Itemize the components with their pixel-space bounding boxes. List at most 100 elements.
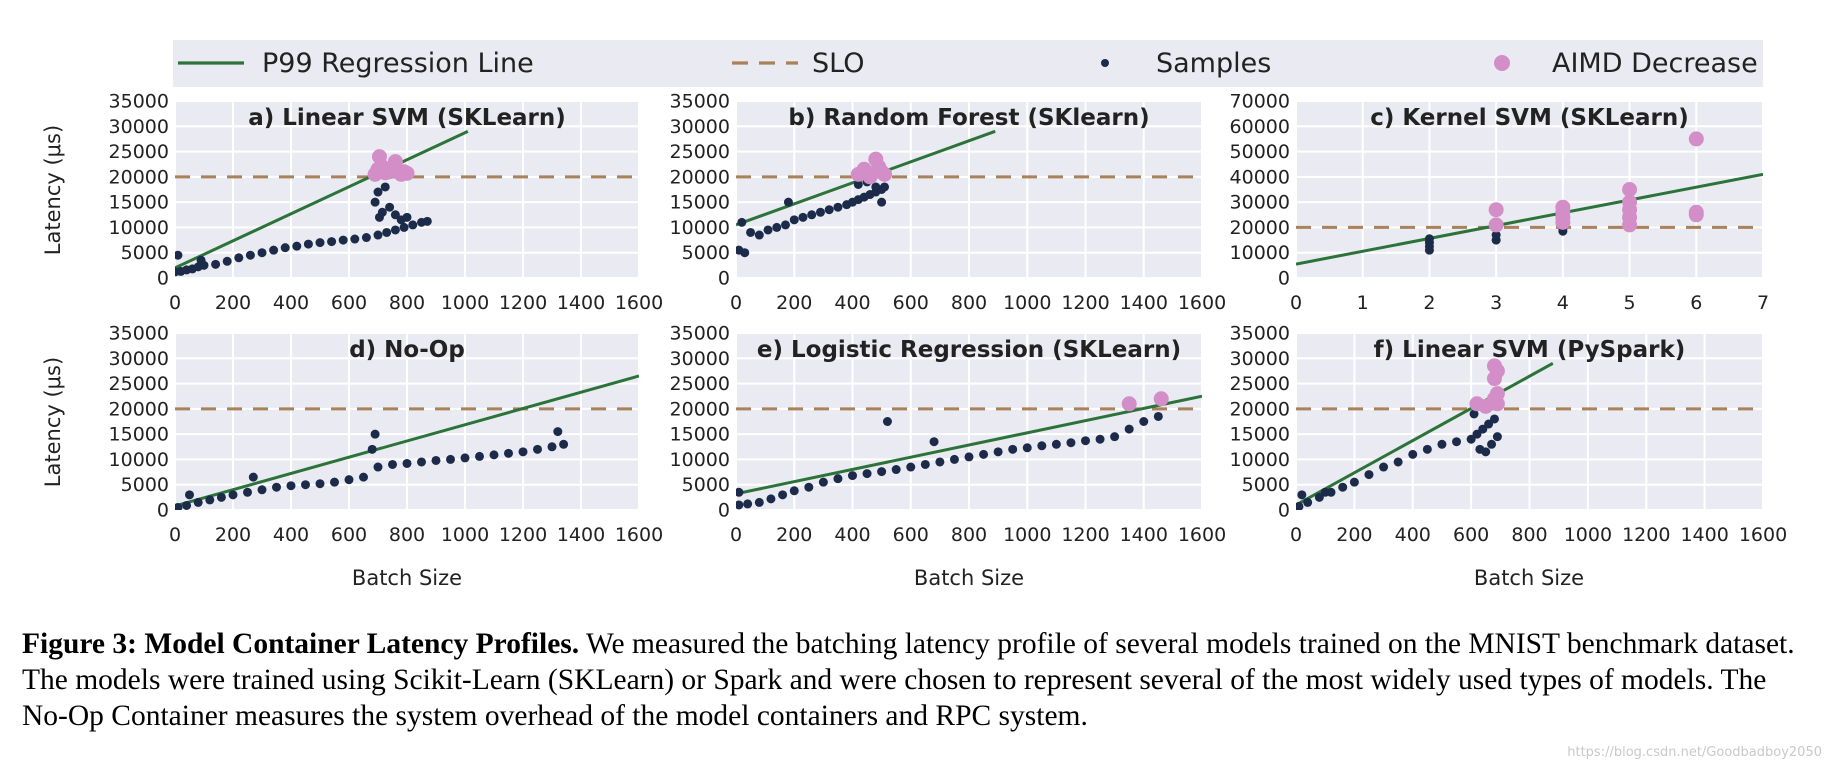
sample-point	[935, 457, 945, 467]
sample-point	[380, 182, 390, 192]
y-tick-label: 20000	[670, 398, 730, 420]
sample-point	[906, 462, 916, 472]
sample-point	[1296, 501, 1304, 510]
x-axis-label: Batch Size	[914, 566, 1024, 590]
sample-point	[1466, 434, 1476, 444]
sample-point	[1153, 411, 1163, 421]
sample-point	[763, 225, 773, 235]
y-axis-label: Latency (μs)	[41, 125, 65, 255]
sample-point	[303, 239, 313, 249]
y-tick-label: 20000	[109, 166, 169, 188]
x-tick-label: 1600	[615, 292, 663, 314]
panel-title: d) No-Op	[349, 337, 465, 363]
sample-point	[853, 179, 863, 189]
sample-point	[211, 259, 221, 269]
sample-point	[504, 448, 513, 458]
x-tick-label: 6	[1690, 292, 1702, 314]
sample-point	[877, 467, 887, 477]
legend-label: SLO	[812, 48, 864, 79]
x-tick-label: 1200	[499, 292, 547, 314]
sample-point	[388, 459, 397, 469]
sample-point	[949, 454, 959, 464]
y-tick-label: 25000	[109, 141, 169, 163]
x-tick-label: 1	[1357, 292, 1369, 314]
x-tick-label: 1400	[1120, 292, 1168, 314]
sample-point	[460, 453, 470, 463]
sample-point	[891, 465, 901, 475]
x-tick-label: 0	[1290, 524, 1302, 546]
x-tick-label: 200	[776, 524, 812, 546]
y-tick-label: 10000	[670, 449, 730, 471]
sample-point	[234, 253, 244, 263]
x-tick-label: 200	[776, 292, 812, 314]
x-tick-label: 1200	[499, 524, 547, 546]
sample-point	[216, 492, 226, 502]
x-tick-label: 800	[1511, 524, 1547, 546]
x-tick-label: 4	[1557, 292, 1569, 314]
sample-point	[1037, 441, 1047, 451]
sample-point	[292, 241, 302, 251]
sample-point	[848, 471, 857, 481]
figure-caption: Figure 3: Model Container Latency Profil…	[22, 626, 1812, 734]
x-tick-label: 1400	[557, 524, 605, 546]
y-tick-label: 35000	[1230, 323, 1290, 345]
figure: P99 Regression Line SLO Samples AIMD Decrea…	[41, 40, 1787, 590]
sample-point	[193, 497, 203, 507]
sample-point	[446, 454, 455, 464]
sample-point	[359, 472, 368, 482]
plot-marks	[736, 129, 1202, 258]
sample-point	[783, 197, 793, 207]
legend-marker-samples	[1101, 59, 1109, 67]
sample-point	[367, 444, 377, 454]
x-tick-label: 0	[730, 524, 742, 546]
y-tick-label: 25000	[670, 141, 730, 163]
sample-point	[182, 500, 192, 510]
sample-point	[286, 481, 296, 491]
x-axis-label: Batch Size	[352, 566, 462, 590]
regression-line	[736, 394, 1202, 496]
aimd-point	[1688, 131, 1704, 147]
y-tick-label: 10000	[670, 217, 730, 239]
panel-e: 0 200 400 600 800 1000 1200 1400 1600 0 5000 10000 1…	[670, 323, 1227, 547]
x-tick-label: 1000	[1003, 292, 1051, 314]
aimd-point	[399, 165, 415, 181]
x-tick-label: 600	[1453, 524, 1489, 546]
aimd-point	[1486, 371, 1502, 387]
y-tick-label: 15000	[670, 192, 730, 214]
x-tick-label: 600	[331, 292, 367, 314]
x-tick-label: 200	[215, 292, 251, 314]
panel-b: 0 200 400 600 800 1000 1200 1400 1600 0 5000 10000 1…	[670, 91, 1227, 315]
sample-point	[382, 227, 392, 237]
y-tick-label: 15000	[670, 424, 730, 446]
sample-point	[778, 490, 788, 500]
sample-point	[1051, 439, 1061, 449]
y-tick-label: 20000	[670, 166, 730, 188]
sample-point	[979, 449, 989, 459]
sample-point	[740, 248, 750, 258]
x-tick-label: 2	[1423, 292, 1435, 314]
x-tick-label: 600	[893, 292, 929, 314]
sample-point	[377, 207, 387, 217]
panel-title: a) Linear SVM (SKLearn)	[248, 105, 566, 131]
sample-point	[1008, 444, 1018, 454]
sample-point	[1139, 417, 1149, 426]
sample-point	[222, 256, 232, 266]
x-tick-label: 1600	[615, 524, 663, 546]
y-axis-label: Latency (μs)	[41, 357, 65, 487]
sample-point	[833, 202, 843, 212]
sample-point	[269, 245, 279, 255]
aimd-point	[877, 166, 893, 182]
sample-point	[330, 477, 339, 487]
sample-point	[175, 250, 183, 260]
sample-point	[205, 495, 215, 505]
sample-point	[736, 500, 744, 510]
y-tick-label: 25000	[670, 373, 730, 395]
sample-point	[533, 444, 542, 454]
y-tick-label: 20000	[1230, 217, 1290, 239]
x-tick-label: 1000	[441, 292, 489, 314]
sample-point	[402, 458, 412, 468]
x-tick-label: 800	[389, 524, 425, 546]
sample-point	[746, 227, 756, 237]
x-tick-label: 7	[1757, 292, 1769, 314]
sample-point	[1491, 230, 1501, 240]
